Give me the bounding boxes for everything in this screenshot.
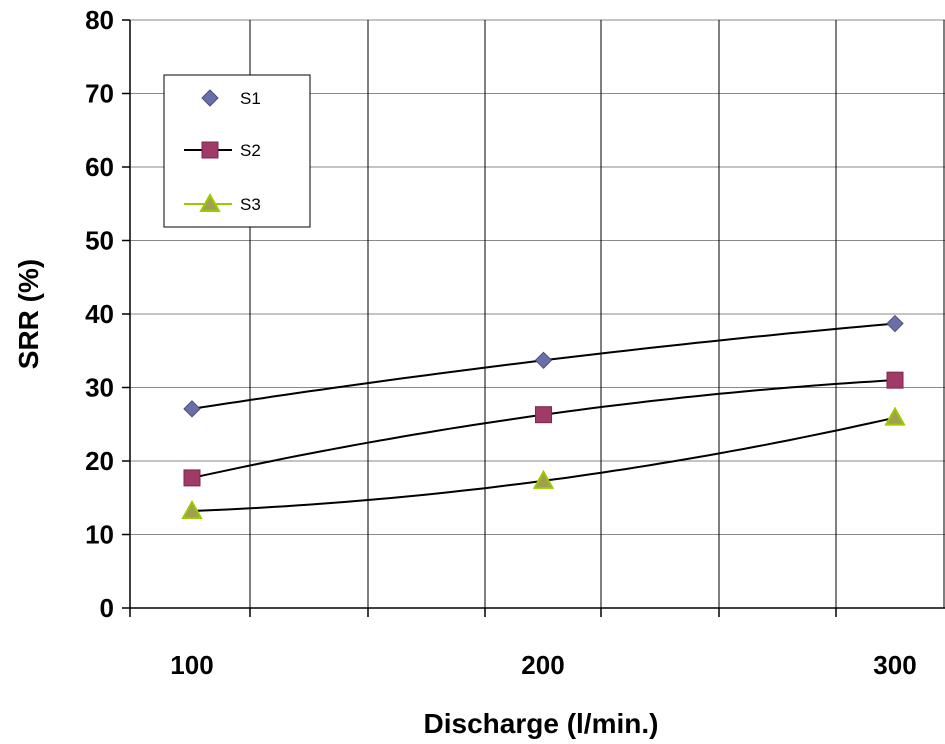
trendline-s3 (191, 416, 896, 512)
axes: 0 10 20 30 40 50 60 70 80 100 200 300 (85, 5, 945, 680)
x-tick-label: 300 (873, 650, 916, 680)
y-tick-label: 20 (85, 446, 114, 476)
x-tick-label: 100 (170, 650, 213, 680)
s1-point (534, 351, 553, 370)
y-tick-label: 50 (85, 226, 114, 256)
y-tick-label: 40 (85, 299, 114, 329)
x-axis-title: Discharge (l/min.) (424, 708, 659, 739)
legend: S1 S2 S3 (163, 74, 311, 228)
legend-label-s2: S2 (240, 141, 261, 160)
s3-point (884, 406, 906, 426)
s3-point (181, 499, 203, 519)
s2-point (535, 406, 552, 424)
legend-marker-s2 (201, 141, 219, 159)
legend-label-s3: S3 (240, 195, 261, 214)
y-tick-label: 70 (85, 79, 114, 109)
x-tick-label: 200 (521, 650, 564, 680)
s2-point (886, 371, 904, 389)
y-axis-title: SRR (%) (13, 259, 44, 369)
data-points (181, 314, 906, 519)
trendline-s2 (191, 379, 896, 479)
s1-point (183, 400, 201, 418)
legend-marker-s1 (201, 89, 219, 107)
y-tick-label: 60 (85, 152, 114, 182)
legend-label-s1: S1 (240, 89, 261, 108)
s3-point (532, 469, 555, 489)
y-tick-label: 80 (85, 5, 114, 35)
y-tick-label: 0 (100, 593, 114, 623)
s1-point (886, 314, 904, 333)
s2-point (183, 469, 201, 487)
y-tick-label: 30 (85, 373, 114, 403)
legend-marker-s3 (199, 192, 221, 212)
y-tick-label: 10 (85, 520, 114, 550)
